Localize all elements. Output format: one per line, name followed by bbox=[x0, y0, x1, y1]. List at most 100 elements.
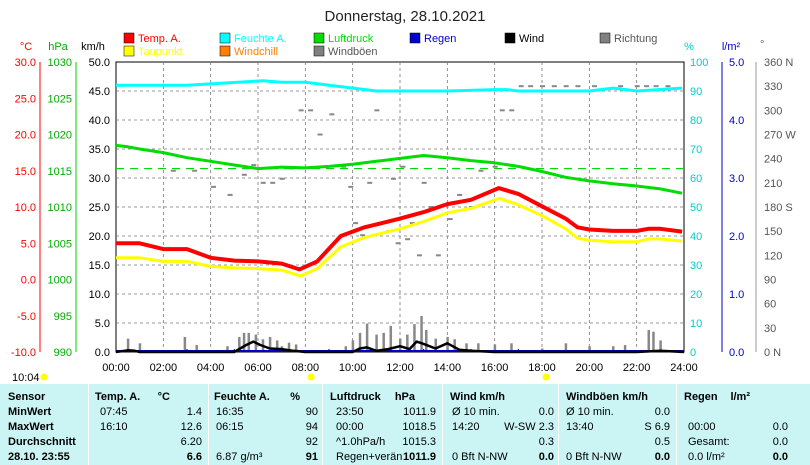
gust-bar bbox=[659, 340, 662, 352]
stats-header-3: Feuchte A. bbox=[214, 391, 270, 403]
stats-column-divider bbox=[442, 384, 443, 465]
gust-bar bbox=[453, 339, 456, 352]
temp-tick-label: 10.0 bbox=[15, 202, 36, 214]
x-tick-label: 12:00 bbox=[386, 362, 414, 374]
stats-header-8: km/h bbox=[479, 391, 505, 403]
legend-swatch-2 bbox=[219, 32, 231, 44]
stats-hum-value: 92 bbox=[305, 436, 318, 448]
direction-point bbox=[395, 242, 401, 245]
gust-bar bbox=[351, 340, 355, 352]
direction-tick-label: 300 bbox=[764, 105, 782, 117]
direction-point bbox=[211, 185, 217, 188]
direction-point bbox=[192, 169, 198, 172]
stats-header-5: Luftdruck bbox=[330, 391, 381, 403]
stats-header-10: km/h bbox=[622, 391, 648, 403]
x-tick-label: 22:00 bbox=[623, 362, 651, 374]
stats-rain-value: 0.0 bbox=[772, 436, 788, 448]
stats-rain-value bbox=[730, 405, 788, 420]
gust-bar bbox=[382, 332, 385, 352]
legend-label-6: Regen bbox=[424, 33, 456, 45]
direction-point bbox=[251, 164, 257, 167]
wind-tick-label: 35.0 bbox=[89, 144, 110, 156]
weather-chart: Donnerstag, 28.10.2021 Temp. A.Taupunkt F… bbox=[11, 8, 796, 384]
direction-tick-label: 270 W bbox=[764, 130, 796, 142]
stats-gust-value: 0.0 bbox=[654, 406, 670, 418]
legend-label-7: Wind bbox=[519, 33, 544, 45]
direction-tick-label: 240 bbox=[764, 154, 782, 166]
stats-header-7: Wind bbox=[450, 391, 477, 403]
x-tick-label: 14:00 bbox=[434, 362, 462, 374]
direction-point bbox=[421, 181, 427, 184]
stats-gust-value: 0.0 bbox=[654, 451, 670, 463]
stats-gust-time: 0 Bft N-NW bbox=[566, 451, 622, 463]
gust-bar bbox=[238, 336, 241, 352]
temp-tick-label: 20.0 bbox=[15, 130, 36, 142]
direction-point bbox=[367, 181, 373, 184]
direction-point bbox=[653, 85, 659, 88]
stats-header-4: % bbox=[290, 391, 300, 403]
gust-bar bbox=[183, 336, 187, 352]
stats-press-time: ^1.0hPa/h bbox=[336, 436, 386, 448]
stats-header-9: Windböen bbox=[566, 391, 620, 403]
legend-swatch-1 bbox=[123, 45, 135, 57]
pressure-tick-label: 995 bbox=[54, 311, 72, 323]
stats-header-2: °C bbox=[157, 391, 170, 403]
rain-tick-label: 4.0 bbox=[729, 115, 744, 127]
gust-bar bbox=[425, 329, 428, 352]
direction-point bbox=[308, 109, 314, 112]
stats-gust-time: Ø 10 min. bbox=[566, 406, 614, 418]
direction-tick-label: 150 bbox=[764, 226, 782, 238]
stats-wind-time: 0 Bft N-NW bbox=[452, 451, 508, 463]
direction-point bbox=[279, 177, 285, 180]
x-tick-label: 04:00 bbox=[197, 362, 225, 374]
pressure-unit: hPa bbox=[48, 41, 68, 53]
direction-point bbox=[428, 206, 434, 208]
rain-unit: l/m² bbox=[722, 41, 741, 53]
wind-tick-label: 25.0 bbox=[89, 202, 110, 214]
stats-hum-time: 06:15 bbox=[216, 421, 244, 433]
rain-tick-label: 2.0 bbox=[729, 231, 744, 243]
stats-row-label: Durchschnitt bbox=[8, 436, 76, 448]
gust-bar bbox=[647, 329, 650, 352]
gust-bar bbox=[420, 316, 423, 352]
direction-point bbox=[241, 173, 247, 176]
stats-column-divider bbox=[676, 384, 677, 465]
stats-hum-time: 6.87 g/m³ bbox=[216, 451, 263, 463]
direction-point bbox=[518, 85, 524, 88]
stats-column-divider bbox=[322, 384, 323, 465]
humidity-tick-label: 30 bbox=[690, 260, 702, 272]
humidity-tick-label: 10 bbox=[690, 318, 702, 330]
stats-rain-time: 0.0 l/m² bbox=[688, 451, 725, 463]
gust-bar bbox=[375, 334, 378, 352]
wind-tick-label: 0.0 bbox=[95, 347, 110, 359]
wind-tick-label: 15.0 bbox=[89, 260, 110, 272]
wind-tick-label: 50.0 bbox=[89, 57, 110, 69]
gust-bar bbox=[344, 346, 348, 352]
direction-tick-label: 120 bbox=[764, 250, 782, 262]
gust-bar bbox=[652, 331, 655, 352]
direction-tick-label: 60 bbox=[764, 299, 776, 311]
rain-tick-label: 5.0 bbox=[729, 57, 744, 69]
stats-header-11: Regen bbox=[684, 391, 718, 403]
direction-point bbox=[447, 218, 453, 221]
legend-swatch-5 bbox=[313, 45, 325, 57]
stats-header-0: Sensor bbox=[8, 391, 46, 403]
gust-bar bbox=[564, 343, 568, 352]
direction-tick-label: 30 bbox=[764, 323, 776, 335]
series-line-temp-a- bbox=[116, 186, 683, 272]
direction-point bbox=[348, 185, 354, 188]
stats-temp-value: 6.20 bbox=[180, 436, 202, 448]
direction-tick-label: 210 bbox=[764, 178, 782, 190]
marker-dot-8 bbox=[307, 373, 315, 381]
stats-rain-time: 00:00 bbox=[688, 421, 716, 433]
legend-swatch-3 bbox=[219, 45, 231, 57]
gust-bar bbox=[434, 338, 437, 352]
gust-bar bbox=[287, 342, 291, 352]
gust-bar bbox=[358, 332, 362, 352]
direction-point bbox=[341, 165, 347, 168]
humidity-tick-label: 80 bbox=[690, 115, 702, 127]
series-line-feuchte-a- bbox=[116, 79, 683, 93]
wind-tick-label: 5.0 bbox=[95, 318, 110, 330]
gust-bar bbox=[588, 346, 591, 352]
stats-header-6: hPa bbox=[394, 391, 415, 403]
